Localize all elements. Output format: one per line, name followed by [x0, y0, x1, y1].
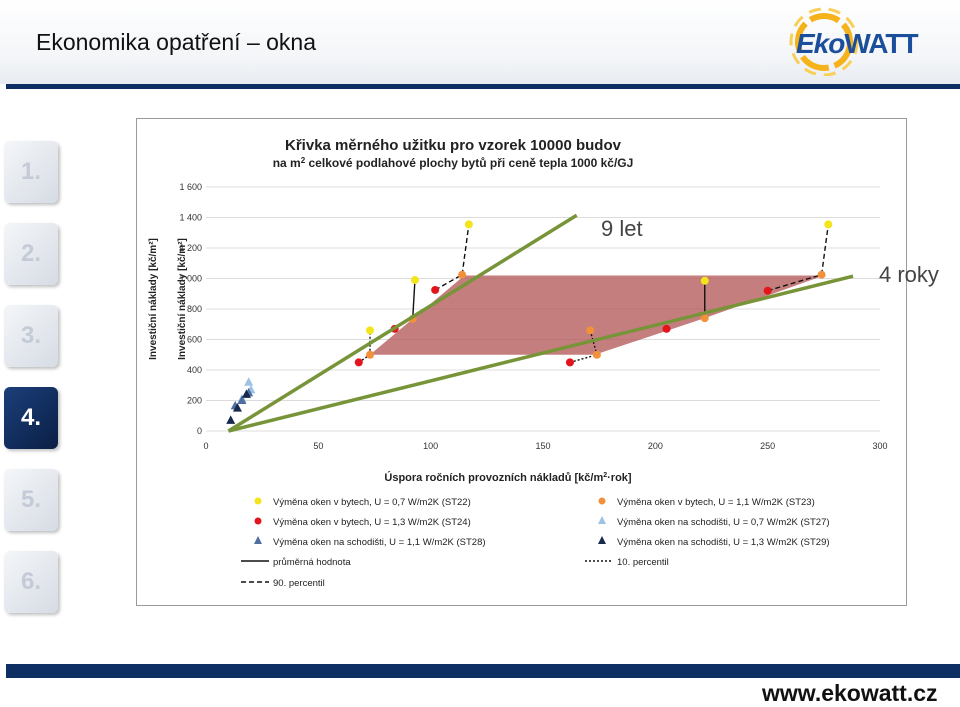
chart-subtitle-pre: na m [273, 156, 301, 170]
x-tick-label: 0 [203, 441, 208, 451]
data-point-st23 [458, 270, 467, 279]
dashed-line-segment [461, 224, 470, 275]
chart-frame: Křivka měrného užitku pro vzorek 10000 b… [136, 118, 907, 606]
data-point-st24 [431, 285, 440, 294]
header-divider [6, 84, 960, 89]
legend-label-st22: Výměna oken v bytech, U = 0,7 W/m2K (ST2… [273, 497, 471, 508]
annotation-4-roky: 4 roky [879, 262, 939, 287]
sun-icon [789, 7, 859, 77]
dashed-line-segment [820, 224, 830, 275]
data-point-st23 [366, 350, 375, 359]
chart: Křivka měrného užitku pro vzorek 10000 b… [148, 137, 888, 589]
legend-label-st29: Výměna oken na schodišti, U = 1,3 W/m2K … [617, 537, 830, 548]
y-tick-label: 0 [197, 426, 202, 436]
legend-marker-st27 [598, 516, 606, 524]
annotation-9-let: 9 let [601, 216, 643, 241]
chart-subtitle: na m2 celkové podlahové plochy bytů při … [273, 156, 634, 170]
chart-subtitle-sup: 2 [301, 156, 306, 165]
x-tick-label: 100 [423, 441, 438, 451]
x-axis-label: Úspora ročních provozních nákladů [kč/m2… [384, 471, 632, 484]
data-point-st23 [586, 326, 595, 335]
y-tick-label: 1 600 [179, 182, 202, 192]
y-tick-label: 600 [187, 335, 202, 345]
legend-label-st28: Výměna oken na schodišti, U = 1,1 W/m2K … [273, 537, 486, 548]
x-axis-label-pre: Úspora ročních provozních nákladů [kč/m [384, 471, 603, 484]
page-title: Ekonomika opatření – okna [36, 29, 317, 55]
legend-label-dashed: 90. percentil [273, 578, 325, 589]
y-tick-label: 1 000 [179, 274, 202, 284]
data-point-st27 [244, 377, 254, 386]
logo-part2: WATT [844, 28, 918, 59]
y-tick-label: 800 [187, 304, 202, 314]
data-point-st22 [700, 276, 709, 285]
legend-marker-st29 [598, 536, 606, 544]
y-axis-label-outer: Investiční náklady [kč/m²] [148, 238, 159, 360]
chart-title: Křivka měrného užitku pro vzorek 10000 b… [285, 137, 622, 154]
nav-item-1[interactable]: 1. [4, 141, 58, 203]
legend-label-dotted: 10. percentil [617, 557, 669, 568]
dotted-line-segment [569, 354, 598, 364]
legend-marker-st28 [254, 536, 262, 544]
x-tick-label: 300 [872, 441, 887, 451]
logo-part1: Eko [796, 28, 845, 59]
nav-item-3[interactable]: 3. [4, 305, 58, 367]
nav-item-4[interactable]: 4. [4, 387, 58, 449]
legend: Výměna oken v bytech, U = 0,7 W/m2K (ST2… [241, 497, 830, 589]
data-point-st24 [662, 324, 671, 333]
data-point-st24 [565, 358, 574, 367]
y-tick-label: 1 200 [179, 243, 202, 253]
data-point-st23 [592, 350, 601, 359]
legend-marker-st24 [254, 517, 262, 525]
data-point-st24 [763, 286, 772, 295]
data-point-st22 [410, 276, 419, 285]
y-axis-label-inner: Investiční náklady [kč/m²] [177, 238, 188, 360]
solid-line-segment [411, 279, 416, 319]
y-tick-label: 200 [187, 396, 202, 406]
x-tick-label: 250 [760, 441, 775, 451]
data-point-st23 [700, 314, 709, 323]
legend-label-solid: průměrná hodnota [273, 557, 351, 568]
legend-label-st24: Výměna oken v bytech, U = 1,3 W/m2K (ST2… [273, 517, 471, 528]
data-point-st24 [390, 324, 399, 333]
data-point-st24 [354, 358, 363, 367]
nav-item-2[interactable]: 2. [4, 223, 58, 285]
data-point-st29 [226, 415, 236, 424]
data-point-st22 [824, 220, 833, 229]
x-axis-label-post: ·rok] [607, 472, 632, 484]
legend-label-st27: Výměna oken na schodišti, U = 0,7 W/m2K … [617, 517, 830, 528]
logo-text: EkoWATT [796, 28, 919, 60]
legend-label-st23: Výměna oken v bytech, U = 1,1 W/m2K (ST2… [617, 497, 815, 508]
x-axis-label-sup: 2 [603, 472, 607, 479]
nav-item-5[interactable]: 5. [4, 469, 58, 531]
chart-subtitle-post: celkové podlahové plochy bytů při ceně t… [305, 156, 633, 170]
x-tick-label: 200 [648, 441, 663, 451]
ekowatt-logo: EkoWATT [782, 6, 952, 77]
y-tick-label: 400 [187, 365, 202, 375]
legend-marker-st22 [254, 497, 262, 505]
nav-item-6[interactable]: 6. [4, 551, 58, 613]
data-point-st23 [408, 314, 417, 323]
y-tick-label: 1 400 [179, 213, 202, 223]
footer-band [6, 664, 960, 678]
x-tick-label: 50 [313, 441, 323, 451]
footer-url: www.ekowatt.cz [762, 680, 938, 706]
data-point-st22 [366, 326, 375, 335]
x-tick-label: 150 [535, 441, 550, 451]
data-point-st23 [817, 270, 826, 279]
data-point-st22 [464, 220, 473, 229]
legend-marker-st23 [598, 497, 606, 505]
